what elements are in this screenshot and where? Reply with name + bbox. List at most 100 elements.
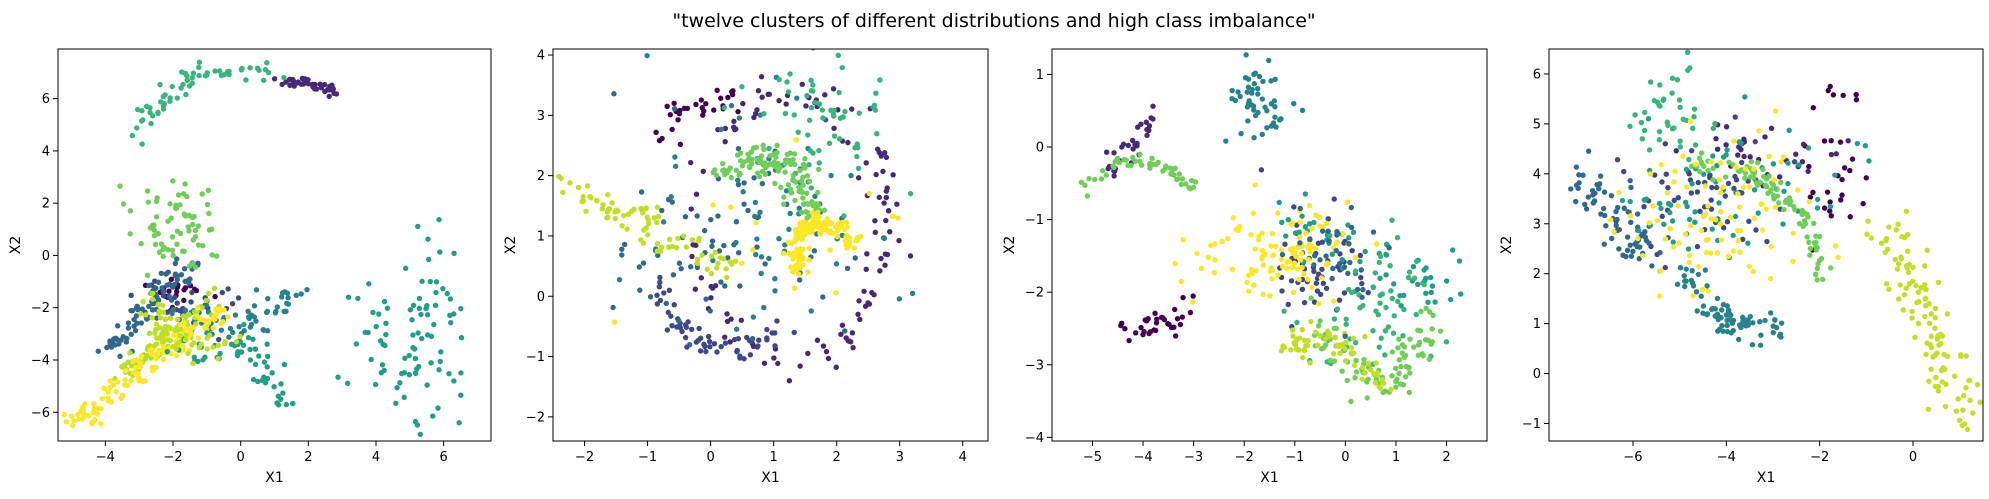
scatter-point xyxy=(643,206,649,212)
scatter-point xyxy=(1839,176,1845,183)
scatter-point xyxy=(1657,103,1663,109)
scatter-point xyxy=(1866,158,1872,164)
x-tick-label: 2 xyxy=(1442,450,1450,465)
scatter-point xyxy=(1364,395,1370,401)
scatter-point xyxy=(864,251,870,257)
scatter-point xyxy=(1758,201,1764,207)
scatter-point xyxy=(1607,217,1614,223)
scatter-point xyxy=(708,270,715,277)
scatter-point xyxy=(647,294,654,300)
scatter-point xyxy=(871,102,878,109)
scatter-point xyxy=(1657,249,1663,256)
scatter-point xyxy=(180,191,187,197)
scatter-point xyxy=(1230,215,1237,221)
scatter-point xyxy=(147,105,153,111)
scatter-point xyxy=(1411,275,1418,281)
scatter-point xyxy=(665,309,671,316)
scatter-point xyxy=(752,213,758,220)
scatter-point xyxy=(1915,289,1922,295)
scatter-point xyxy=(1868,235,1875,241)
scatter-point xyxy=(699,252,705,258)
scatter-point xyxy=(1192,179,1199,185)
scatter-point xyxy=(1316,214,1323,221)
scatter-point xyxy=(659,207,665,214)
y-tick-label: −3 xyxy=(1025,358,1044,373)
scatter-point xyxy=(741,356,747,362)
scatter-point xyxy=(1568,186,1574,192)
scatter-point xyxy=(256,353,262,359)
scatter-point xyxy=(118,337,124,343)
scatter-point xyxy=(1317,257,1323,263)
scatter-point xyxy=(756,337,762,343)
scatter-point xyxy=(1780,154,1787,160)
scatter-point xyxy=(1928,311,1935,317)
plot-frame xyxy=(1051,48,1488,442)
scatter-point xyxy=(1346,241,1352,247)
scatter-point xyxy=(1294,222,1300,228)
scatter-point xyxy=(1752,138,1758,145)
scatter-point xyxy=(791,112,797,118)
scatter-point xyxy=(144,352,150,359)
scatter-point xyxy=(425,236,431,242)
x-tick-label: 1 xyxy=(770,450,778,465)
scatter-point xyxy=(1935,388,1942,394)
scatter-point xyxy=(1726,316,1733,323)
scatter-point xyxy=(700,168,706,175)
scatter-point xyxy=(253,287,260,293)
scatter-point xyxy=(372,381,379,388)
scatter-point xyxy=(837,115,844,121)
y-tick-label: −4 xyxy=(31,353,50,368)
scatter-point xyxy=(745,207,751,214)
scatter-point xyxy=(139,141,145,147)
scatter-point xyxy=(790,172,796,179)
x-tick-label: 3 xyxy=(896,450,904,465)
scatter-point xyxy=(1781,206,1787,213)
scatter-point xyxy=(1924,340,1930,346)
scatter-point xyxy=(302,80,308,86)
x-tick-label: −1 xyxy=(638,450,657,465)
scatter-point xyxy=(876,194,882,201)
scatter-point xyxy=(381,367,387,374)
scatter-point xyxy=(241,321,247,328)
scatter-point xyxy=(856,298,862,304)
scatter-point xyxy=(1688,163,1695,170)
scatter-point xyxy=(1372,270,1379,276)
scatter-point xyxy=(216,306,223,312)
scatter-point xyxy=(1168,171,1174,177)
scatter-point xyxy=(1938,341,1944,347)
scatter-point xyxy=(418,311,424,318)
scatter-point xyxy=(851,245,858,251)
scatter-point xyxy=(1172,306,1178,313)
scatter-point xyxy=(781,194,787,200)
scatter-points xyxy=(1568,49,1983,433)
scatter-point xyxy=(804,209,811,216)
scatter-point xyxy=(1296,276,1302,283)
scatter-point xyxy=(1744,320,1750,326)
scatter-point xyxy=(838,331,844,338)
scatter-point xyxy=(1362,370,1368,376)
scatter-point xyxy=(437,249,443,255)
scatter-point xyxy=(1305,276,1311,283)
scatter-point xyxy=(1288,347,1294,353)
scatter-point xyxy=(1357,252,1364,259)
scatter-point xyxy=(448,319,454,326)
scatter-point xyxy=(151,227,157,233)
scatter-point xyxy=(802,231,808,238)
scatter-point xyxy=(1849,156,1856,162)
scatter-point xyxy=(1426,356,1433,363)
scatter-point xyxy=(1105,165,1111,172)
scatter-point xyxy=(1778,320,1785,326)
scatter-point xyxy=(1738,159,1745,166)
scatter-point xyxy=(1406,269,1413,275)
scatter-point xyxy=(1276,199,1282,206)
scatter-point xyxy=(1628,219,1634,226)
scatter-point xyxy=(1693,289,1700,295)
scatter-point xyxy=(1735,152,1741,158)
scatter-point xyxy=(670,272,677,278)
scatter-point xyxy=(873,90,879,96)
scatter-point xyxy=(1735,237,1741,244)
scatter-point xyxy=(787,71,793,77)
scatter-point xyxy=(638,189,645,195)
scatter-point xyxy=(1763,183,1770,190)
